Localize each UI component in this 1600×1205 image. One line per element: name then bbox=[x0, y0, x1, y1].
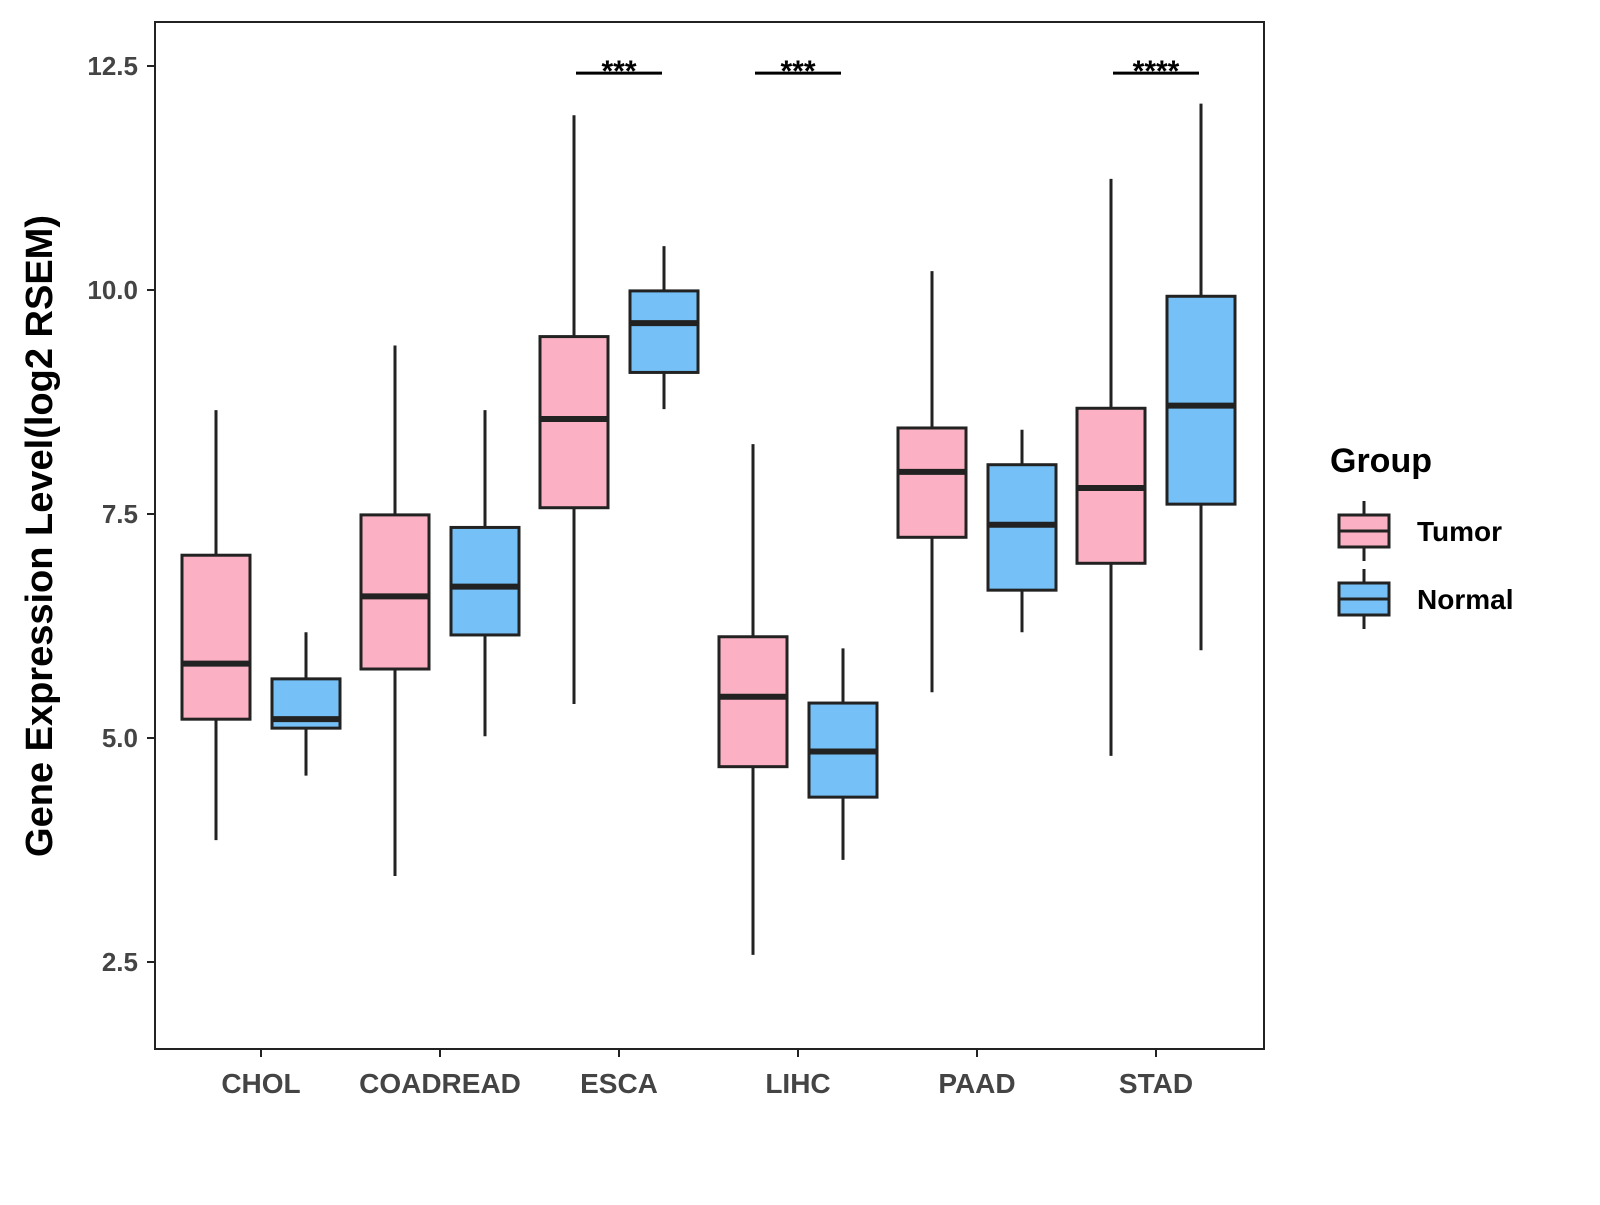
x-tick-label: PAAD bbox=[938, 1068, 1015, 1099]
x-tick-label: STAD bbox=[1119, 1068, 1193, 1099]
box-tumor-lihc bbox=[717, 635, 789, 769]
x-tick-label: COADREAD bbox=[359, 1068, 521, 1099]
box-tumor-chol bbox=[180, 553, 252, 721]
x-tick-label: ESCA bbox=[580, 1068, 658, 1099]
y-axis-label: Gene Expression Level(log2 RSEM) bbox=[19, 215, 61, 857]
significance-label: *** bbox=[601, 55, 636, 88]
box-normal-esca bbox=[628, 289, 700, 374]
legend-label-tumor: Tumor bbox=[1417, 516, 1502, 547]
significance-label: **** bbox=[1133, 55, 1180, 88]
x-tick-label: LIHC bbox=[765, 1068, 830, 1099]
legend-title: Group bbox=[1330, 442, 1432, 480]
y-tick-label: 5.0 bbox=[102, 723, 138, 753]
significance-label: *** bbox=[780, 55, 815, 88]
y-tick-label: 2.5 bbox=[102, 947, 138, 977]
box-normal-coadread bbox=[449, 525, 521, 637]
legend-label-normal: Normal bbox=[1417, 584, 1513, 615]
y-tick-label: 12.5 bbox=[87, 51, 138, 81]
x-tick-label: CHOL bbox=[221, 1068, 300, 1099]
box-tumor-paad bbox=[896, 426, 968, 539]
box-normal-stad bbox=[1165, 294, 1237, 506]
box-tumor-coadread bbox=[359, 513, 431, 671]
box-tumor-esca bbox=[538, 335, 610, 510]
y-tick-label: 7.5 bbox=[102, 499, 138, 529]
y-tick-label: 10.0 bbox=[87, 275, 138, 305]
